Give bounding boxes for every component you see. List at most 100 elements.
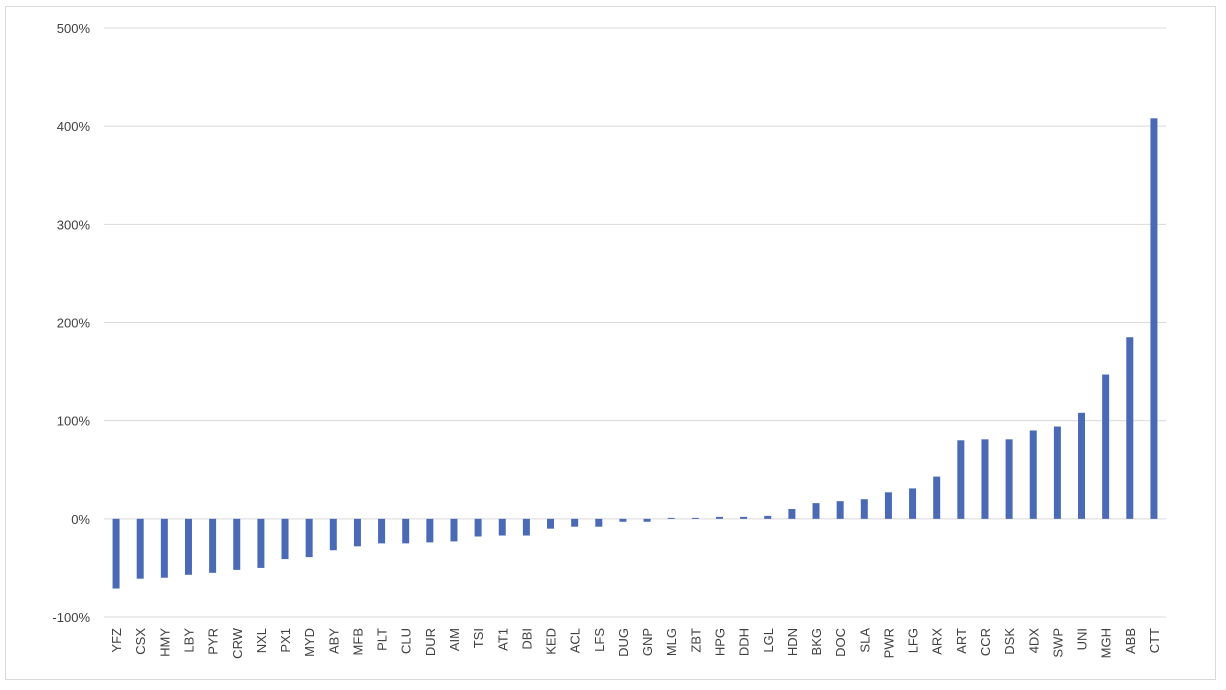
bar-UNI xyxy=(1078,412,1086,519)
x-category-label: ACL xyxy=(568,628,583,653)
bar-YFZ xyxy=(112,518,120,589)
y-tick-label: 0% xyxy=(71,512,90,527)
bar-ABB xyxy=(1126,337,1134,519)
bar-HPG xyxy=(715,516,723,519)
x-category-label: AIM xyxy=(447,628,462,651)
x-category-label: LBY xyxy=(181,628,196,653)
x-category-label: MFB xyxy=(350,628,365,655)
x-category-label: ARX xyxy=(930,628,945,655)
bar-PLT xyxy=(378,518,386,544)
x-category-label: TSI xyxy=(471,628,486,648)
x-category-label: SWP xyxy=(1050,628,1065,658)
bar-ZBT xyxy=(691,517,699,519)
x-category-label: GNP xyxy=(640,628,655,656)
bar-KED xyxy=(547,518,555,529)
bar-LFG xyxy=(909,488,917,519)
x-category-label: PLT xyxy=(375,628,390,651)
x-category-label: ZBT xyxy=(688,628,703,653)
bar-MLG xyxy=(667,517,675,519)
x-category-label: UNI xyxy=(1075,628,1090,650)
x-category-label: BKG xyxy=(809,628,824,655)
bar-CCR xyxy=(981,439,989,519)
x-category-label: KED xyxy=(544,628,559,655)
x-category-label: ABY xyxy=(326,628,341,654)
x-category-label: DBI xyxy=(519,628,534,650)
x-axis-category-labels: YFZ CSX HMY LBY PYR CRW NXL PX1 MYD ABY MFB PLT CLU D… xyxy=(109,627,1162,659)
x-category-label: HDN xyxy=(785,628,800,656)
bar-CTT xyxy=(1150,118,1158,519)
x-category-label: CTT xyxy=(1147,628,1162,653)
x-category-label: DOC xyxy=(833,628,848,657)
bar-BKG xyxy=(812,503,820,519)
x-category-label: PWR xyxy=(881,628,896,658)
bar-DOC xyxy=(836,501,844,519)
x-category-label: MYD xyxy=(302,628,317,657)
bar-AT1 xyxy=(498,518,506,536)
bar-ART xyxy=(957,440,965,519)
bar-PWR xyxy=(884,492,892,519)
x-category-label: HMY xyxy=(157,628,172,657)
y-tick-label: 300% xyxy=(57,217,91,232)
bar-SWP xyxy=(1053,426,1061,519)
bar-SLA xyxy=(860,499,868,519)
bar-GNP xyxy=(643,518,651,522)
x-category-label: ART xyxy=(954,628,969,654)
chart-frame xyxy=(5,6,1216,680)
x-category-label: ABB xyxy=(1123,628,1138,654)
x-category-label: MGH xyxy=(1099,628,1114,658)
y-tick-label: 200% xyxy=(57,316,91,331)
bar-CLU xyxy=(402,518,410,544)
bar-DSK xyxy=(1005,439,1013,519)
bar-DUG xyxy=(619,518,627,522)
bar-DUR xyxy=(426,518,434,543)
bar-DDH xyxy=(740,516,748,519)
x-category-label: DUR xyxy=(423,628,438,656)
x-category-label: NXL xyxy=(254,628,269,653)
y-tick-label: 500% xyxy=(57,21,91,36)
x-category-label: CLU xyxy=(399,628,414,654)
y-tick-label: 100% xyxy=(57,414,91,429)
y-tick-label: -100% xyxy=(52,610,90,625)
x-category-label: LGL xyxy=(761,628,776,653)
bar-HDN xyxy=(788,509,796,519)
bar-CSX xyxy=(136,518,144,579)
x-category-label: CCR xyxy=(978,628,993,656)
x-category-label: DUG xyxy=(616,628,631,657)
bar-AIM xyxy=(450,518,458,542)
bar-HMY xyxy=(160,518,168,578)
gridlines xyxy=(104,27,1166,618)
x-category-label: PX1 xyxy=(278,628,293,653)
bar-PYR xyxy=(209,518,217,573)
bar-LFS xyxy=(595,518,603,527)
bar-LBY xyxy=(184,518,192,575)
x-category-label: LFS xyxy=(592,628,607,652)
bar-ABY xyxy=(329,518,337,551)
x-category-label: SLA xyxy=(857,628,872,653)
y-axis-tick-labels: 500% 400% 300% 200% 100% 0% -100% xyxy=(52,21,90,625)
bar-ACL xyxy=(571,518,579,527)
bar-ARX xyxy=(933,476,941,519)
bar-MYD xyxy=(305,518,313,558)
x-category-label: PYR xyxy=(206,628,221,655)
bar-LGL xyxy=(764,515,772,519)
bar-CRW xyxy=(233,518,241,570)
x-category-label: CRW xyxy=(230,627,245,659)
x-category-label: DDH xyxy=(737,628,752,656)
y-tick-label: 400% xyxy=(57,119,91,134)
x-category-label: MLG xyxy=(664,628,679,656)
bar-MGH xyxy=(1102,374,1110,519)
x-category-label: AT1 xyxy=(495,628,510,651)
x-category-label: DSK xyxy=(1002,628,1017,655)
bar-DBI xyxy=(522,518,530,536)
bar-PX1 xyxy=(281,518,289,560)
x-category-label: YFZ xyxy=(109,628,124,653)
bar-series xyxy=(112,118,1158,589)
bar-NXL xyxy=(257,518,265,568)
x-category-label: LFG xyxy=(906,628,921,653)
x-category-label: HPG xyxy=(712,628,727,656)
bar-4DX xyxy=(1029,430,1037,519)
x-category-label: 4DX xyxy=(1026,628,1041,654)
bar-TSI xyxy=(474,518,482,537)
bar-MFB xyxy=(353,518,361,547)
